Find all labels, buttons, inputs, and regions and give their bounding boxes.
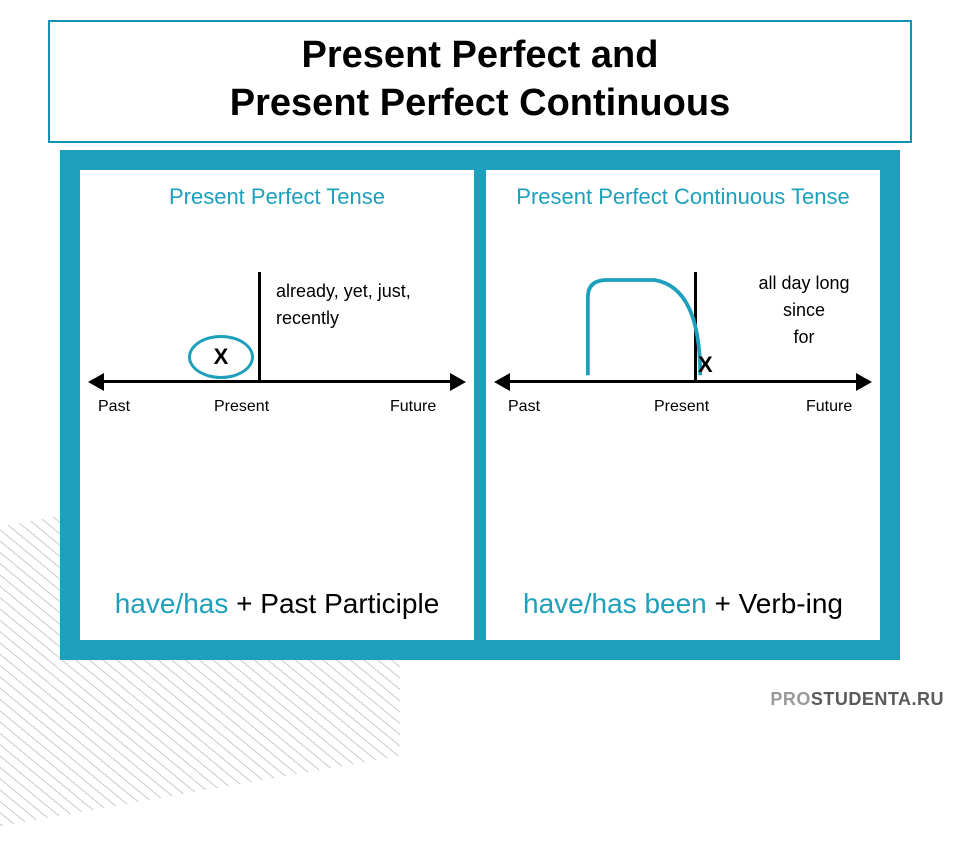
card1-label-present: Present: [214, 398, 269, 416]
card1-formula-plus: +: [228, 588, 260, 619]
card-present-perfect: Present Perfect Tense already, yet, just…: [80, 170, 474, 640]
card2-kw-1: all day long: [724, 270, 884, 297]
card-present-perfect-continuous: Present Perfect Continuous Tense all day…: [486, 170, 880, 640]
card2-kw-3: for: [724, 324, 884, 351]
card2-label-future: Future: [806, 398, 852, 416]
card1-label-future: Future: [390, 398, 436, 416]
card1-keywords: already, yet, just, recently: [276, 278, 446, 332]
card2-formula-main: Verb-ing: [739, 588, 843, 619]
card1-formula: have/has + Past Participle: [80, 588, 474, 620]
card2-formula: have/has been + Verb-ing: [486, 588, 880, 620]
watermark: PROSTUDENTA.RU: [760, 685, 954, 714]
page-title: Present Perfect and Present Perfect Cont…: [70, 32, 890, 127]
card2-formula-aux: have/has been: [523, 588, 707, 619]
card1-present-vline: [258, 272, 261, 382]
card2-label-past: Past: [508, 398, 540, 416]
card2-formula-plus: +: [707, 588, 739, 619]
title-box: Present Perfect and Present Perfect Cont…: [48, 20, 912, 143]
card1-timeline: [100, 380, 454, 383]
card1-formula-aux: have/has: [115, 588, 229, 619]
card2-arrow-right-icon: [856, 373, 872, 391]
card2-x-marker: X: [698, 352, 713, 378]
card2-arc-icon: [586, 280, 704, 380]
teal-panel: Present Perfect Tense already, yet, just…: [60, 150, 900, 660]
card1-label-past: Past: [98, 398, 130, 416]
card1-x-marker: X: [188, 335, 254, 379]
card1-x-label: X: [214, 344, 229, 370]
card1-formula-main: Past Participle: [260, 588, 439, 619]
card1-arrow-right-icon: [450, 373, 466, 391]
card2-kw-2: since: [724, 297, 884, 324]
card2-label-present: Present: [654, 398, 709, 416]
title-line1: Present Perfect and: [302, 34, 659, 76]
card1-title: Present Perfect Tense: [80, 184, 474, 210]
card2-arrow-left-icon: [494, 373, 510, 391]
watermark-rest: STUDENTA.RU: [811, 689, 944, 709]
card2-title: Present Perfect Continuous Tense: [486, 184, 880, 210]
card2-timeline: [506, 380, 860, 383]
card2-diagram: all day long since for X Past Present Fu…: [486, 210, 880, 470]
card1-arrow-left-icon: [88, 373, 104, 391]
watermark-pro: PRO: [770, 689, 811, 709]
card2-keywords: all day long since for: [724, 270, 884, 351]
title-line2: Present Perfect Continuous: [230, 82, 730, 124]
card1-diagram: already, yet, just, recently X Past Pres…: [80, 210, 474, 470]
